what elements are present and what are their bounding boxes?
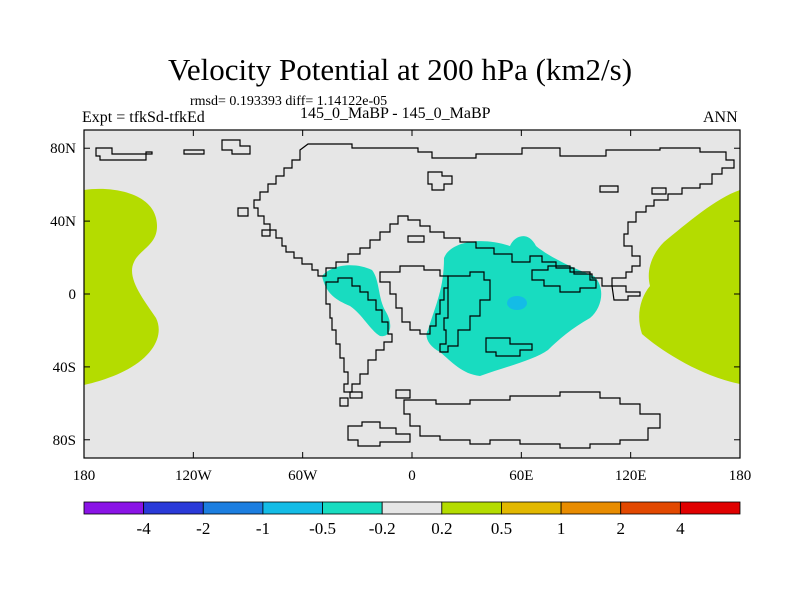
y-axis-ticks: 80N 40N 0 40S 80S	[50, 141, 740, 449]
colorbar-swatch	[560, 501, 622, 515]
x-tick-label: 120W	[175, 468, 213, 484]
positive-region-west	[84, 188, 159, 385]
colorbar-label: -1	[256, 519, 270, 538]
x-tick-label: 180	[729, 468, 752, 484]
colorbar: -4 -2 -1 -0.5 -0.2 0.2 0.5 1 2 4	[83, 501, 741, 538]
y-tick-label: 40N	[50, 214, 76, 230]
colorbar-swatch	[679, 501, 741, 515]
experiment-label: Expt = tfkSd-tfkEd	[82, 109, 205, 126]
season-label: ANN	[703, 109, 738, 126]
x-tick-label: 0	[408, 468, 416, 484]
x-tick-label: 60W	[288, 468, 318, 484]
colorbar-label: 0.2	[431, 519, 452, 538]
chart-title: Velocity Potential at 200 hPa (km2/s)	[167, 52, 633, 87]
colorbar-swatch	[143, 501, 204, 515]
x-tick-label: 60E	[509, 468, 533, 484]
colorbar-label: 4	[676, 519, 685, 538]
colorbar-label: -4	[137, 519, 152, 538]
colorbar-swatch	[381, 501, 443, 515]
y-tick-label: 40S	[53, 360, 76, 376]
case-label: 145_0_MaBP - 145_0_MaBP	[300, 105, 491, 122]
colorbar-label: 0.5	[491, 519, 512, 538]
positive-region-east	[639, 190, 740, 384]
y-tick-label: 80S	[53, 433, 76, 449]
colorbar-label: -0.2	[369, 519, 396, 538]
colorbar-label: -2	[196, 519, 210, 538]
colorbar-label: 2	[616, 519, 625, 538]
x-tick-label: 120E	[615, 468, 647, 484]
colorbar-swatch	[441, 501, 502, 515]
colorbar-label: -0.5	[309, 519, 336, 538]
colorbar-label: 1	[557, 519, 566, 538]
x-tick-label: 180	[73, 468, 96, 484]
colorbar-swatch	[262, 501, 323, 515]
plot-background	[84, 130, 740, 458]
colorbar-swatch	[501, 501, 562, 515]
y-tick-label: 0	[69, 287, 77, 303]
y-tick-label: 80N	[50, 141, 76, 157]
stats-label: rmsd= 0.193393 diff= 1.14122e-05	[190, 94, 388, 109]
x-axis-ticks: 180 120W 60W 0 60E 120E 180	[73, 130, 752, 484]
colorbar-swatch	[83, 501, 145, 515]
colorbar-swatch	[202, 501, 264, 515]
negative-region-south-america	[322, 265, 391, 337]
negative-core-region	[507, 296, 527, 310]
colorbar-swatch	[322, 501, 383, 515]
colorbar-swatch	[620, 501, 681, 515]
coastlines	[95, 139, 735, 449]
